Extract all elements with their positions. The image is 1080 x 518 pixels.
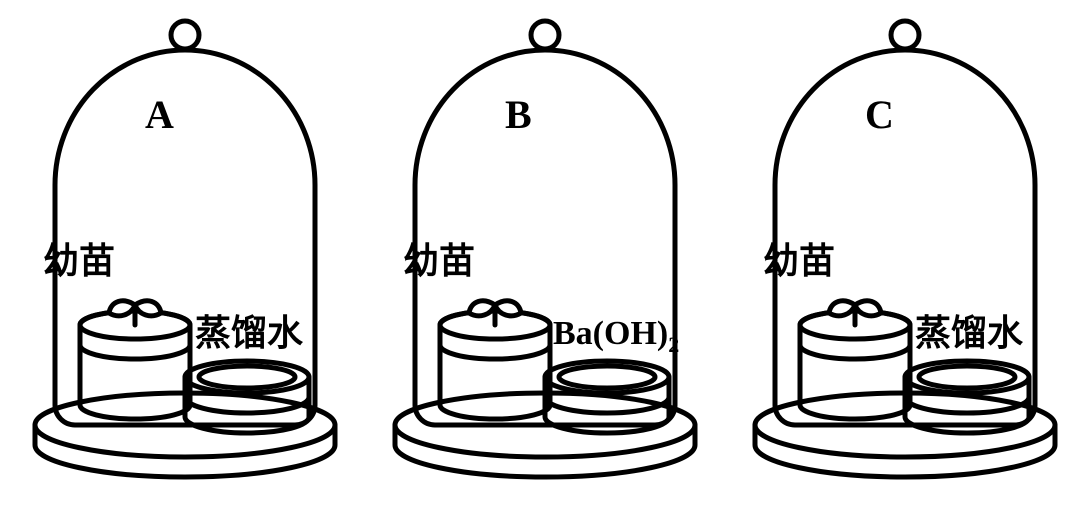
jar-caption-C: C (865, 95, 894, 135)
bell-jar-C: C 幼苗 蒸馏水 (735, 5, 1075, 505)
experiment-diagram: A 幼苗 蒸馏水 B 幼苗 (0, 0, 1080, 518)
jar-caption-A: A (145, 95, 174, 135)
dish-label-B-main: Ba(OH) (553, 315, 668, 352)
dish-label-B-sub: 2 (668, 332, 679, 357)
dish-label-B: Ba(OH)2 (553, 317, 679, 356)
dish-label-C: 蒸馏水 (915, 315, 1023, 351)
jar-caption-B: B (505, 95, 532, 135)
seedling-label-C: 幼苗 (763, 243, 835, 279)
dish-label-A: 蒸馏水 (195, 315, 303, 351)
bell-jar-B: B 幼苗 Ba(OH)2 (375, 5, 715, 505)
seedling-label-A: 幼苗 (43, 243, 115, 279)
seedling-label-B: 幼苗 (403, 243, 475, 279)
bell-jar-A: A 幼苗 蒸馏水 (15, 5, 355, 505)
